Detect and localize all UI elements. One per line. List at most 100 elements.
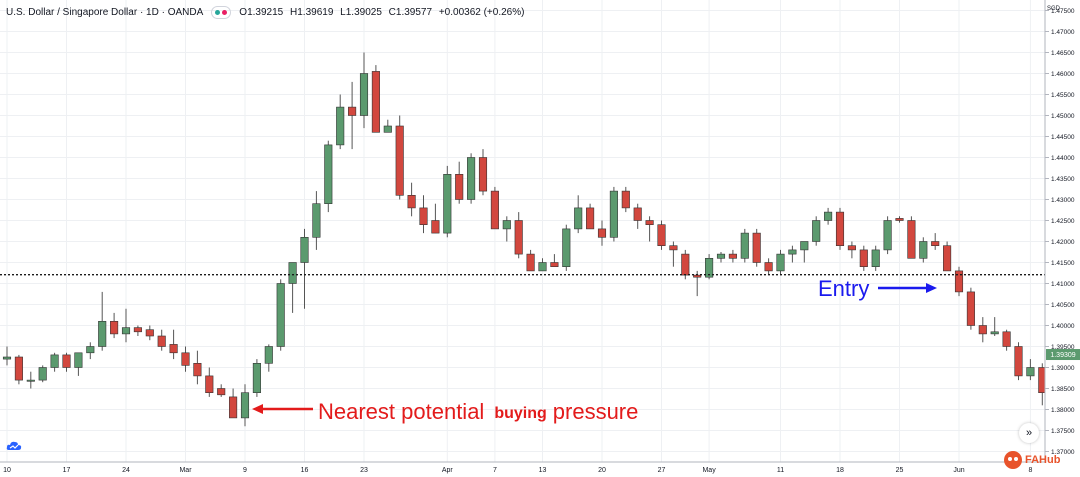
x-tick-label: 25: [896, 467, 904, 474]
double-chevron-right-icon[interactable]: »: [1019, 423, 1039, 443]
candle: [169, 329, 178, 360]
candles: [2, 52, 1059, 427]
last-price-label: 1.39309: [1050, 352, 1075, 359]
candle: [859, 245, 868, 271]
candle-body: [895, 218, 904, 221]
candle: [574, 195, 583, 234]
buying-pressure-arrow-head: [252, 404, 263, 414]
candle: [38, 365, 47, 383]
y-tick-label: 1.42500: [1051, 218, 1075, 225]
candle: [669, 241, 678, 267]
candle-body: [514, 220, 523, 255]
candle: [288, 262, 297, 313]
candle: [312, 191, 321, 250]
candle-body: [288, 262, 297, 284]
symbol-header[interactable]: U.S. Dollar / Singapore Dollar · 1D · OA…: [6, 4, 528, 20]
x-tick-label: Apr: [442, 467, 454, 474]
candle-body: [693, 274, 702, 278]
candle: [2, 346, 12, 366]
candle-body: [348, 106, 357, 116]
y-tick-label: 1.42000: [1051, 239, 1075, 246]
candle: [954, 266, 964, 297]
candle: [181, 346, 190, 372]
grid: [0, 0, 1045, 462]
indicator-status-pill[interactable]: [211, 5, 232, 19]
candle: [824, 207, 833, 225]
candle-body: [490, 190, 499, 230]
candle: [157, 329, 166, 351]
candle: [776, 249, 785, 276]
candle-body: [26, 379, 35, 382]
candle: [240, 384, 250, 427]
candle: [348, 81, 357, 150]
y-tick-label: 1.39500: [1051, 344, 1075, 351]
y-tick-label: 1.37000: [1051, 449, 1075, 456]
buying-pressure-annotation: Nearest potential buying pressure: [252, 399, 638, 424]
x-tick-label: 23: [360, 467, 368, 474]
candle: [978, 317, 987, 343]
candle: [145, 325, 154, 341]
candle-body: [1014, 346, 1023, 377]
y-tick-label: 1.40000: [1051, 323, 1075, 330]
x-tick-label: 13: [539, 467, 547, 474]
candle-body: [359, 73, 369, 116]
entry-label: Entry: [818, 276, 869, 301]
candle: [919, 237, 928, 263]
candle-body: [502, 220, 511, 230]
logo-mark: [1004, 451, 1022, 469]
x-tick-label: 17: [63, 467, 71, 474]
candle-body: [597, 228, 607, 238]
ohlc-open: O1.39215: [239, 6, 284, 18]
cloud-icon[interactable]: [6, 439, 22, 451]
candle-body: [181, 352, 190, 366]
time-axis[interactable]: 10 17 24 Mar 9 16 23 Apr 7 13 20 27 May 11 18 25 Jun 8: [0, 461, 1045, 474]
candle-body: [609, 190, 618, 238]
candle: [50, 352, 59, 372]
candle-body: [300, 237, 309, 263]
candle: [419, 195, 428, 234]
candle-body: [205, 375, 214, 393]
candle: [871, 245, 880, 271]
candle-body: [621, 190, 630, 209]
candle: [990, 317, 999, 336]
candle-body: [252, 362, 261, 393]
candle-body: [264, 346, 273, 364]
candle-body: [240, 392, 250, 419]
x-tick-label: Jun: [953, 467, 964, 474]
candle: [764, 258, 773, 276]
candle-body: [229, 396, 238, 419]
candle: [133, 325, 142, 336]
last-price-marker: [1046, 349, 1080, 361]
ohlc-low: L1.39025: [340, 6, 382, 18]
y-tick-label: 1.44500: [1051, 134, 1075, 141]
candle: [252, 359, 261, 397]
candle-body: [740, 232, 749, 259]
candle-body: [657, 224, 666, 246]
symbol-title[interactable]: U.S. Dollar / Singapore Dollar · 1D · OA…: [6, 6, 204, 18]
candle: [883, 216, 892, 255]
y-tick-label: 1.46500: [1051, 50, 1075, 57]
candle: [716, 252, 726, 263]
y-tick-label: 1.38000: [1051, 407, 1075, 414]
x-tick-label: 11: [777, 467, 784, 474]
candle: [609, 186, 618, 242]
candle: [324, 140, 333, 213]
price-axis[interactable]: 1.47500 1.47000 1.46500 1.46000 1.45500 1.450…: [1044, 0, 1080, 462]
candle-body: [645, 220, 654, 225]
candle-body: [776, 253, 785, 272]
candle-body: [705, 257, 714, 278]
x-tick-label: Mar: [179, 467, 192, 474]
x-tick-label: 20: [598, 467, 606, 474]
x-tick-label: 27: [658, 467, 666, 474]
candle: [383, 119, 392, 133]
candle-body: [431, 220, 440, 234]
candle-body: [859, 249, 868, 267]
candle-body: [1002, 331, 1011, 347]
candle-body: [824, 211, 833, 221]
candle-body: [990, 331, 999, 335]
candle: [1014, 342, 1023, 381]
y-tick-label: 1.46000: [1051, 71, 1075, 78]
candle: [657, 220, 666, 250]
candle: [443, 165, 452, 238]
